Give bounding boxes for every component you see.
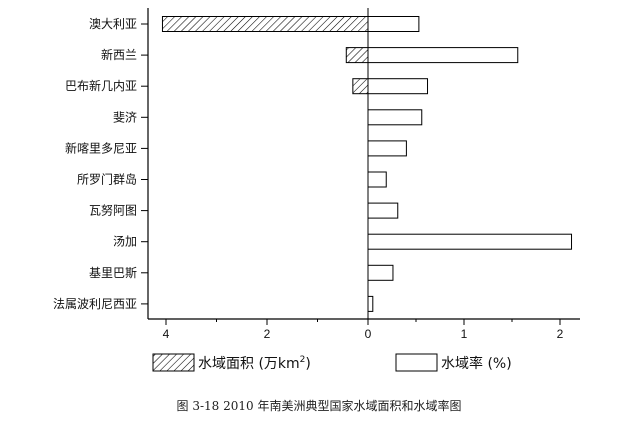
category-label: 所罗门群岛 <box>77 172 137 187</box>
bar-water-rate <box>367 202 399 219</box>
x-ticks <box>165 319 561 325</box>
bar-water-rate <box>367 171 387 188</box>
category-ticks <box>141 23 148 305</box>
category-labels: 澳大利亚新西兰巴布新几内亚斐济新喀里多尼亚所罗门群岛瓦努阿图汤加基里巴斯法属波利… <box>53 17 137 311</box>
x-tick-label-rate: 1 <box>461 327 468 341</box>
bar-water-rate <box>367 78 429 95</box>
legend-label-area-sup: 2 <box>300 355 306 365</box>
category-label: 新喀里多尼亚 <box>65 140 137 155</box>
bar-water-area <box>345 47 369 64</box>
category-label: 新西兰 <box>101 47 137 62</box>
legend-label-area: 水域面积 (万km2) <box>198 355 311 372</box>
category-label: 瓦努阿图 <box>89 203 137 218</box>
bar-water-rate <box>367 295 374 312</box>
x-tick-labels: 4 2 0 1 2 <box>163 327 564 341</box>
x-tick-label-area: 0 <box>365 327 372 341</box>
category-label: 法属波利尼西亚 <box>53 297 137 311</box>
legend-label-area-close: ) <box>305 356 310 372</box>
x-tick-label-area: 2 <box>264 327 271 341</box>
category-label: 巴布新几内亚 <box>65 78 137 93</box>
bars <box>161 16 573 312</box>
legend-label-area-main: 水域面积 (万km <box>198 356 300 372</box>
bar-water-rate <box>367 264 394 281</box>
legend: 水域面积 (万km2) 水域率 (%) <box>152 353 512 372</box>
category-label: 澳大利亚 <box>89 17 137 31</box>
category-label: 汤加 <box>113 235 137 249</box>
bar-water-rate <box>367 140 407 157</box>
bar-water-rate <box>367 233 573 250</box>
category-label: 基里巴斯 <box>89 266 137 280</box>
legend-swatch-rate <box>395 353 438 372</box>
bar-water-area <box>161 16 369 32</box>
x-tick-label-rate: 2 <box>557 327 564 341</box>
bar-water-rate <box>367 47 519 64</box>
figure-caption: 图 3-18 2010 年南美洲典型国家水域面积和水域率图 <box>177 398 462 413</box>
bar-water-rate <box>367 16 420 32</box>
legend-label-rate: 水域率 (%) <box>441 355 512 372</box>
x-tick-label-area: 4 <box>163 327 170 341</box>
category-label: 斐济 <box>113 109 137 124</box>
bar-water-area <box>352 78 369 95</box>
bar-water-rate <box>367 109 423 126</box>
legend-swatch-area <box>152 353 195 372</box>
